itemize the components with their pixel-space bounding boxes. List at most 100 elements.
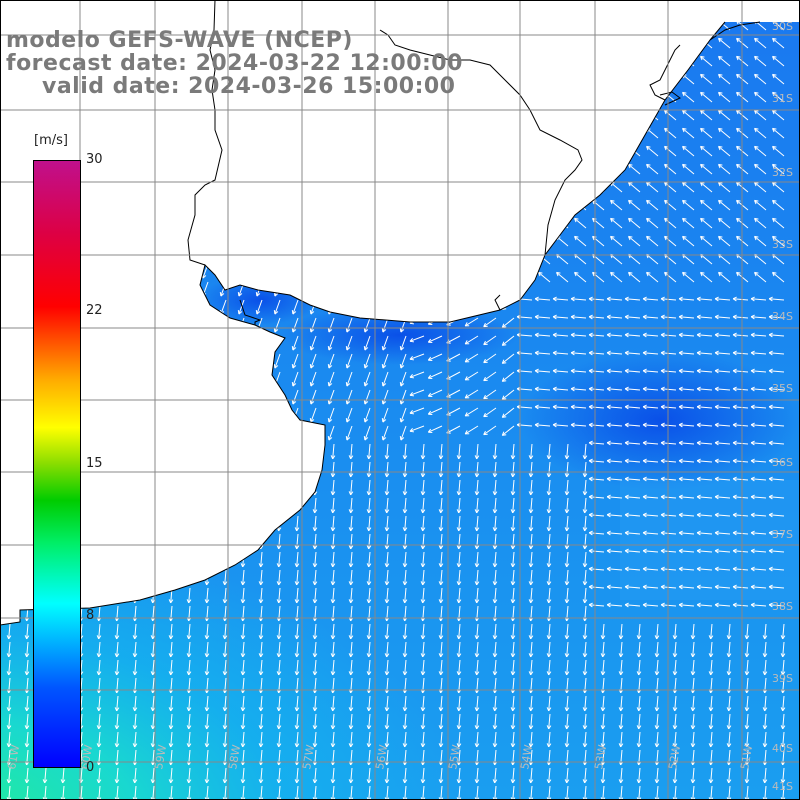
wind-arrow <box>130 371 137 387</box>
wind-arrow-head <box>768 604 773 608</box>
wind-arrow <box>328 173 335 189</box>
wind-arrow <box>350 443 353 459</box>
wind-arrow-head <box>570 350 575 354</box>
wind-arrow-head <box>628 164 631 169</box>
wind-arrow-head <box>327 202 330 207</box>
wind-arrow <box>556 164 569 175</box>
wind-arrow <box>364 263 371 279</box>
wind-arrow-head <box>642 586 647 590</box>
wind-arrow-head <box>464 52 468 57</box>
wind-arrow-head <box>170 455 174 460</box>
wind-arrow <box>464 209 479 219</box>
wind-arrow <box>610 110 623 121</box>
wind-arrow-head <box>736 127 741 130</box>
wind-arrow <box>607 586 623 589</box>
wind-arrow-head <box>750 332 755 336</box>
wind-arrow-head <box>291 202 294 207</box>
wind-arrow-head <box>400 419 405 423</box>
wind-arrow-head <box>364 365 369 369</box>
wind-arrow <box>607 478 623 481</box>
wind-arrow-head <box>588 460 593 464</box>
wind-arrow <box>238 263 245 279</box>
wind-arrow-head <box>255 148 258 153</box>
wind-arrow-head <box>93 130 96 135</box>
wind-arrow-head <box>242 563 246 568</box>
wind-arrow-head <box>678 476 683 480</box>
wind-arrow <box>754 182 767 193</box>
wind-arrow-head <box>363 112 366 117</box>
wind-arrow-head <box>678 296 683 300</box>
wind-arrow-head <box>528 671 532 676</box>
wind-arrow <box>202 227 209 243</box>
wind-arrow-head <box>3 76 6 81</box>
wind-arrow-head <box>642 370 647 374</box>
wind-arrow-head <box>642 350 647 354</box>
wind-arrow-head <box>736 109 741 112</box>
wind-arrow-head <box>294 527 298 532</box>
wind-arrow-head <box>310 383 315 387</box>
wind-arrow <box>4 155 11 171</box>
wind-arrow-head <box>628 92 631 97</box>
wind-arrow <box>274 317 281 333</box>
wind-arrow <box>610 128 623 139</box>
wind-arrow-head <box>330 527 334 532</box>
wind-arrow <box>404 569 407 585</box>
wind-arrow-head <box>678 604 683 608</box>
wind-arrow-head <box>483 160 486 165</box>
wind-arrow <box>94 245 101 261</box>
wind-arrow-head <box>588 350 593 354</box>
wind-arrow-head <box>678 386 683 390</box>
wind-arrow-head <box>381 346 384 351</box>
wind-arrow-head <box>772 218 775 223</box>
wind-arrow-head <box>368 707 372 712</box>
wind-arrow-head <box>546 707 550 712</box>
wind-arrow-head <box>588 370 593 374</box>
wind-arrow-head <box>492 455 496 460</box>
wind-arrow <box>148 371 155 387</box>
wind-arrow-head <box>642 368 647 372</box>
wind-arrow-head <box>628 145 633 148</box>
wind-arrow-head <box>464 322 468 327</box>
wind-arrow-head <box>21 292 24 297</box>
wind-arrow <box>310 353 317 369</box>
wind-arrow-head <box>409 409 413 414</box>
wind-arrow-head <box>219 328 222 333</box>
wind-arrow-head <box>278 707 282 712</box>
wind-arrow <box>769 604 785 607</box>
wind-arrow-head <box>258 707 262 712</box>
wind-arrow <box>346 371 353 387</box>
wind-arrow <box>620 641 623 657</box>
wind-arrow-head <box>422 599 426 604</box>
wind-arrow-head <box>346 329 351 333</box>
wind-arrow <box>476 623 479 639</box>
wind-arrow <box>22 317 29 333</box>
wind-arrow <box>170 641 173 657</box>
wind-arrow-head <box>98 635 102 640</box>
wind-arrow-head <box>592 272 595 277</box>
wind-arrow-head <box>502 290 507 292</box>
wind-arrow-head <box>606 568 611 572</box>
wind-arrow <box>664 200 677 211</box>
wind-arrow-head <box>678 512 683 516</box>
wind-arrow <box>256 335 263 351</box>
wind-arrow-head <box>750 314 755 318</box>
wind-arrow-head <box>168 545 172 550</box>
wind-arrow-head <box>718 109 723 112</box>
wind-arrow-head <box>422 653 426 658</box>
wind-arrow-head <box>440 671 444 676</box>
wind-arrow <box>332 461 335 477</box>
wind-arrow-head <box>402 653 406 658</box>
wind-arrow-head <box>574 271 579 274</box>
wind-arrow-head <box>255 382 258 387</box>
wind-arrow-head <box>310 221 315 225</box>
wind-arrow <box>184 137 191 153</box>
wind-arrow <box>292 281 299 297</box>
wind-arrow-head <box>592 73 597 76</box>
wind-arrow <box>556 236 569 247</box>
wind-arrow-head <box>166 167 171 171</box>
wind-arrow <box>206 461 209 477</box>
wind-arrow-head <box>168 455 172 460</box>
wind-arrow-head <box>368 563 372 568</box>
wind-arrow <box>332 551 335 567</box>
wind-arrow-head <box>754 235 759 238</box>
